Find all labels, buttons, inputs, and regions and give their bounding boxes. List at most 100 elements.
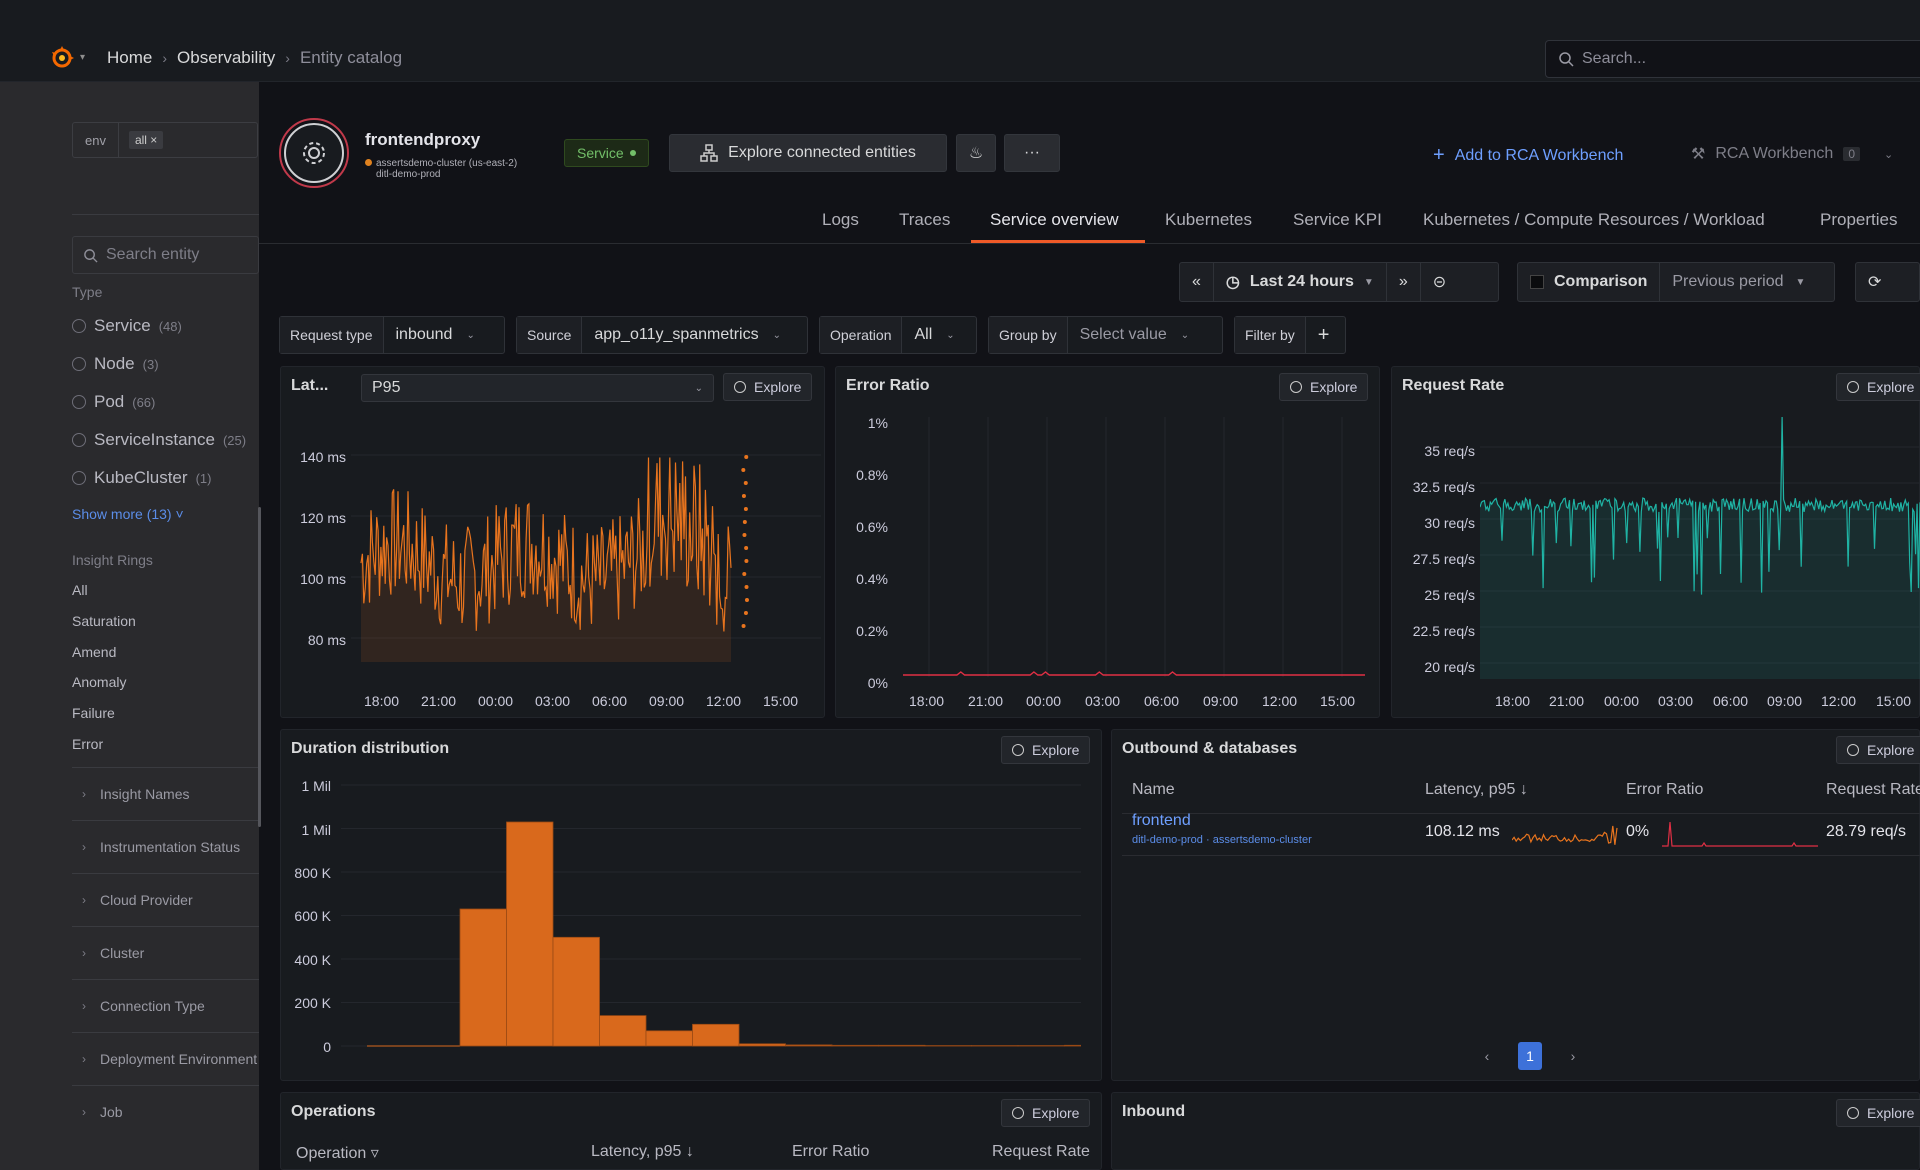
row-name-link[interactable]: frontend [1132,812,1191,829]
request-rate-panel: Request Rate Explore 35 req/s 32.5 req/s… [1391,366,1920,718]
rca-workbench-label: RCA Workbench [1715,145,1834,162]
type-pod[interactable]: Pod (66) [72,392,155,412]
previous-period-select[interactable]: Previous period ▼ [1660,263,1817,301]
y-tick: 0% [867,675,888,691]
ring-error[interactable]: Error [72,736,104,752]
entity-subtitle: assertsdemo-cluster (us-east-2) ditl-dem… [365,158,517,180]
ring-amend[interactable]: Amend [72,644,117,660]
col-request-rate[interactable]: Request Rate [1826,781,1920,798]
explore-label: Explore [1032,742,1080,758]
section-instrumentation-status[interactable]: › Instrumentation Status [72,820,259,873]
chevron-down-icon[interactable]: ⌄ [1884,148,1894,161]
breadcrumb-observability[interactable]: Observability [177,48,276,67]
time-forward-button[interactable]: » [1387,263,1421,301]
page-1-button[interactable]: 1 [1518,1042,1542,1070]
chevron-down-icon: ▼ [1795,276,1806,288]
filter-by[interactable]: Filter by + [1234,316,1346,354]
source-filter[interactable]: Source app_o11y_spanmetrics ⌄ [516,316,808,354]
type-kubecluster[interactable]: KubeCluster (1) [72,468,211,488]
breadcrumb-separator: › [162,50,168,66]
service-badge: Service [564,139,649,167]
breadcrumb-home[interactable]: Home [107,48,153,67]
latency-point [743,611,748,615]
latency-chart[interactable] [351,417,821,687]
rca-workbench-button[interactable]: ⚒ RCA Workbench 0 ⌄ [1691,144,1893,164]
entity-search-input[interactable] [106,246,256,264]
section-deployment-environment[interactable]: › Deployment Environment [72,1032,259,1085]
tab-service-overview[interactable]: Service overview [990,210,1119,229]
show-more-link[interactable]: Show more (13) ˅ [72,506,184,522]
x-tick: 21:00 [421,693,457,709]
section-connection-type[interactable]: › Connection Type [72,979,259,1032]
tab-traces[interactable]: Traces [899,210,951,229]
chevron-down-icon: ⌄ [1180,329,1190,341]
table-row[interactable] [1122,814,1920,856]
ring-anomaly[interactable]: Anomaly [72,674,127,690]
chevron-down-icon[interactable]: ▾ [80,52,86,63]
ring-saturation[interactable]: Saturation [72,613,136,629]
col-error-ratio[interactable]: Error Ratio [792,1143,870,1160]
tab-service-kpi[interactable]: Service KPI [1293,210,1382,229]
add-filter-button[interactable]: + [1306,317,1342,353]
time-back-button[interactable]: « [1180,263,1214,301]
tab-logs[interactable]: Logs [822,210,859,229]
x-tick: 06:00 [592,693,628,709]
error-ratio-chart[interactable] [891,417,1371,687]
explore-button[interactable]: Explore [723,373,813,401]
percentile-select[interactable]: P95 ⌄ [361,374,714,402]
section-insight-names[interactable]: › Insight Names [72,767,259,820]
entity-search[interactable] [72,236,259,274]
grafana-logo-icon[interactable] [48,44,76,72]
type-serviceinstance[interactable]: ServiceInstance (25) [72,430,246,450]
global-search[interactable] [1545,40,1920,78]
ring-all[interactable]: All [72,582,88,598]
explore-button[interactable]: Explore [1001,736,1091,764]
col-latency[interactable]: Latency, p95 ↓ [1425,781,1528,799]
col-latency[interactable]: Latency, p95 ↓ [591,1143,694,1161]
compass-icon [1012,1107,1024,1119]
group-by-filter[interactable]: Group by Select value ⌄ [988,316,1223,354]
col-error-ratio[interactable]: Error Ratio [1626,781,1704,798]
filter-icon[interactable]: ▿ [370,1145,379,1162]
search-input[interactable] [1582,50,1882,68]
request-type-filter[interactable]: Request type inbound ⌄ [279,316,505,354]
fire-button[interactable]: ♨ [956,134,996,172]
type-node[interactable]: Node (3) [72,354,159,374]
prev-page-button[interactable]: ‹ [1484,1048,1490,1064]
col-name[interactable]: Name [1132,781,1175,798]
request-rate-chart[interactable] [1480,417,1920,687]
col-operation[interactable]: Operation ▿ [296,1143,379,1163]
duration-histogram[interactable] [341,775,1081,1065]
more-button[interactable]: ··· [1004,134,1060,172]
type-service[interactable]: Service (48) [72,316,182,336]
x-tick: 12:00 [1821,693,1857,709]
operation-filter[interactable]: Operation All ⌄ [819,316,977,354]
section-job[interactable]: › Job [72,1085,259,1138]
section-cluster[interactable]: › Cluster [72,926,259,979]
explore-button[interactable]: Explore [1836,1099,1920,1127]
explore-button[interactable]: Explore [1836,736,1920,764]
x-tick: 09:00 [649,693,685,709]
comparison-checkbox[interactable]: Comparison [1518,263,1661,301]
tab-properties[interactable]: Properties [1820,210,1898,229]
explore-button[interactable]: Explore [1279,373,1369,401]
ring-failure[interactable]: Failure [72,705,115,721]
tab-kubernetes-compute[interactable]: Kubernetes / Compute Resources / Workloa… [1423,210,1765,229]
env-filter-chip[interactable]: all × [128,131,164,149]
zoom-out-button[interactable]: ⊝ [1421,263,1458,301]
refresh-button[interactable]: ⟳ [1856,263,1893,301]
col-request-rate[interactable]: Request Rate [992,1143,1090,1160]
explore-button[interactable]: Explore [1001,1099,1091,1127]
next-page-button[interactable]: › [1570,1048,1576,1064]
time-range-button[interactable]: ◷ Last 24 hours ▼ [1214,263,1387,301]
explore-button[interactable]: Explore [1836,373,1920,401]
sidebar-scrollbar[interactable] [258,507,261,827]
y-tick: 1% [867,415,888,431]
explore-connected-button[interactable]: Explore connected entities [669,134,947,172]
chevron-right-icon: › [82,893,86,907]
add-to-rca-button[interactable]: + Add to RCA Workbench [1433,144,1623,167]
entity-header: frontendproxy assertsdemo-cluster (us-ea… [259,82,1920,247]
env-filter[interactable]: env all × [72,122,258,158]
section-cloud-provider[interactable]: › Cloud Provider [72,873,259,926]
tab-kubernetes[interactable]: Kubernetes [1165,210,1252,229]
